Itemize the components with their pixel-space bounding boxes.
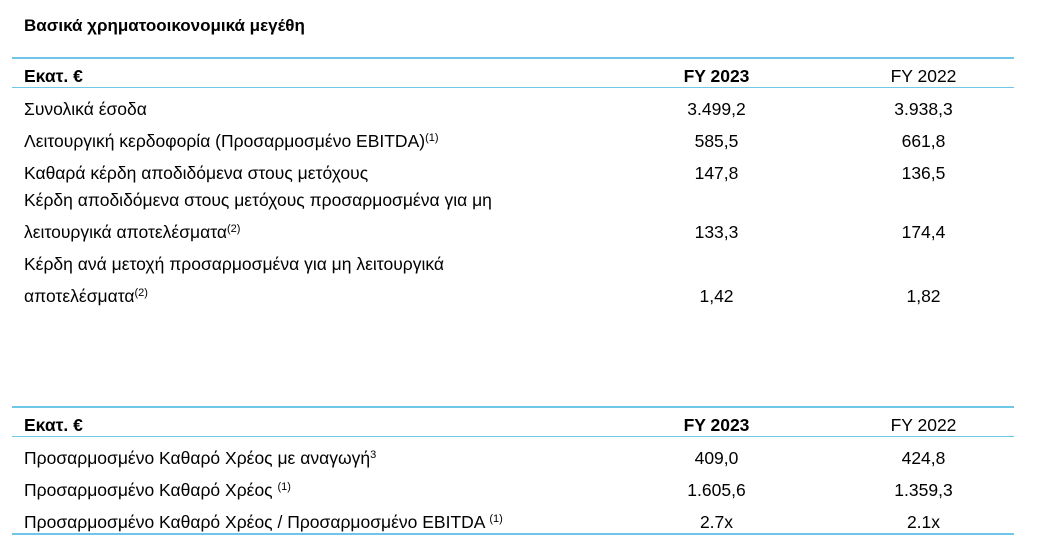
value-fy2023: 2.7x <box>600 501 833 535</box>
value-fy2023: 133,3 <box>694 222 739 242</box>
table-row: Κέρδη ανά μετοχή προσαρμοσμένα για μη λε… <box>12 248 1014 312</box>
value-fy2023: 147,8 <box>694 163 739 183</box>
header-fy2023: FY 2023 <box>600 57 833 88</box>
row-label: Καθαρά κέρδη αποδιδόμενα στους μετόχους <box>24 163 369 183</box>
financials-table: Εκατ. € FY 2023 FY 2022 Συνολικά έσοδα 3… <box>12 57 1014 312</box>
value-fy2023: 1.605,6 <box>687 480 746 500</box>
value-fy2022: 2.1x <box>833 501 1014 535</box>
value-fy2022: 661,8 <box>901 131 946 151</box>
table-row: Κέρδη αποδιδόμενα στους μετόχους προσαρμ… <box>12 184 1014 248</box>
header-fy2023: FY 2023 <box>600 406 833 437</box>
value-fy2023: 3.499,2 <box>687 99 746 119</box>
value-fy2022: 174,4 <box>901 222 946 242</box>
value-fy2023: 409,0 <box>694 448 739 468</box>
row-label: Προσαρμοσμένο Καθαρό Χρέος (1) <box>24 480 291 500</box>
table-row: Καθαρά κέρδη αποδιδόμενα στους μετόχους … <box>12 152 1014 184</box>
table-row: Προσαρμοσμένο Καθαρό Χρέος με αναγωγή3 4… <box>12 437 1014 470</box>
row-label: Λειτουργική κερδοφορία (Προσαρμοσμένο EB… <box>24 131 439 151</box>
row-label: Προσαρμοσμένο Καθαρό Χρέος / Προσαρμοσμέ… <box>12 501 600 535</box>
footnote-ref: (1) <box>277 481 291 493</box>
footnote-ref: (1) <box>489 513 503 525</box>
row-label: Κέρδη ανά μετοχή προσαρμοσμένα για μη λε… <box>24 254 445 306</box>
value-fy2022: 1,82 <box>906 286 941 306</box>
value-fy2022: 3.938,3 <box>894 99 953 119</box>
row-label: Συνολικά έσοδα <box>24 99 147 119</box>
table-row: Συνολικά έσοδα 3.499,2 3.938,3 <box>12 88 1014 121</box>
row-label: Κέρδη αποδιδόμενα στους μετόχους προσαρμ… <box>24 190 492 242</box>
table-header-row: Εκατ. € FY 2023 FY 2022 <box>12 406 1014 437</box>
table-header-row: Εκατ. € FY 2023 FY 2022 <box>12 57 1014 88</box>
row-label: Προσαρμοσμένο Καθαρό Χρέος με αναγωγή3 <box>24 448 377 468</box>
header-fy2022: FY 2022 <box>833 406 1014 437</box>
value-fy2022: 1.359,3 <box>894 480 953 500</box>
footnote-ref: 3 <box>370 449 377 461</box>
net-debt-table: Εκατ. € FY 2023 FY 2022 Προσαρμοσμένο Κα… <box>12 406 1014 535</box>
table-row: Προσαρμοσμένο Καθαρό Χρέος / Προσαρμοσμέ… <box>12 501 1014 535</box>
table-row: Λειτουργική κερδοφορία (Προσαρμοσμένο EB… <box>12 120 1014 152</box>
header-fy2022: FY 2022 <box>833 57 1014 88</box>
value-fy2023: 1,42 <box>699 286 734 306</box>
page-title: Βασικά χρηματοοικονομικά μεγέθη <box>24 16 305 35</box>
header-label: Εκατ. € <box>12 406 600 437</box>
table-row: Προσαρμοσμένο Καθαρό Χρέος (1) 1.605,6 1… <box>12 469 1014 501</box>
footnote-ref: (2) <box>227 223 241 235</box>
value-fy2022: 424,8 <box>901 448 946 468</box>
value-fy2023: 585,5 <box>694 131 739 151</box>
header-label: Εκατ. € <box>12 57 600 88</box>
footnote-ref: (2) <box>134 287 148 299</box>
value-fy2022: 136,5 <box>901 163 946 183</box>
footnote-ref: (1) <box>425 132 439 144</box>
